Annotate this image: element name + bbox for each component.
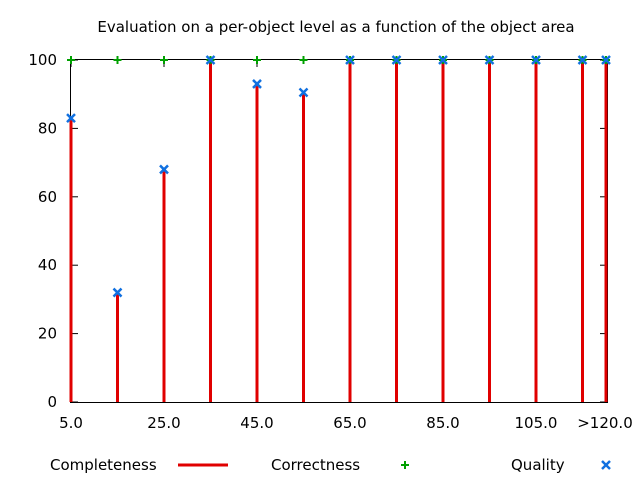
cross-stroke-b xyxy=(66,113,76,124)
cross-stroke-b xyxy=(345,55,355,65)
quality-point xyxy=(205,55,216,65)
cross-stroke-b xyxy=(159,164,169,175)
cross-stroke-b xyxy=(205,55,216,65)
quality-point xyxy=(252,79,262,89)
x-tick-label: >120.0 xyxy=(577,414,633,432)
quality-point xyxy=(577,55,588,65)
x-tick-label: 45.0 xyxy=(240,414,273,432)
legend-label-correctness: Correctness xyxy=(271,456,360,474)
legend: Completeness Correctness Quality xyxy=(50,456,611,474)
quality-point xyxy=(66,113,76,124)
x-tick-label: 65.0 xyxy=(333,414,366,432)
quality-point xyxy=(601,55,611,65)
quality-point xyxy=(531,55,541,65)
x-tick-label: 5.0 xyxy=(59,414,83,432)
quality-point xyxy=(159,164,169,175)
cross-stroke-b xyxy=(601,55,611,65)
legend-swatch-correctness xyxy=(401,461,409,469)
cross-stroke-b xyxy=(531,55,541,65)
cross-stroke-b xyxy=(577,55,588,65)
y-tick-label: 20 xyxy=(38,325,57,343)
chart-title: Evaluation on a per-object level as a fu… xyxy=(97,18,574,36)
y-tick-label: 0 xyxy=(47,393,57,411)
cross-stroke-b xyxy=(298,87,309,98)
plot-area-border xyxy=(70,59,608,403)
correctness-point xyxy=(299,56,308,64)
quality-point xyxy=(112,287,123,298)
cross-stroke-b xyxy=(438,55,448,65)
cross-stroke-b xyxy=(484,55,495,65)
legend-label-completeness: Completeness xyxy=(50,456,157,474)
cross-stroke-b xyxy=(252,79,262,89)
quality-point xyxy=(484,55,495,65)
cross-stroke-b xyxy=(601,460,611,470)
y-tick-label: 100 xyxy=(28,51,57,69)
correctness-point xyxy=(160,56,168,64)
cross-stroke-b xyxy=(112,287,123,298)
correctness-point xyxy=(253,56,261,64)
quality-point xyxy=(298,87,309,98)
legend-label-quality: Quality xyxy=(511,456,565,474)
quality-point xyxy=(438,55,448,65)
x-tick-label: 25.0 xyxy=(147,414,180,432)
x-tick-label: 105.0 xyxy=(515,414,558,432)
mark-layer xyxy=(66,55,611,402)
correctness-point xyxy=(113,56,122,64)
quality-point xyxy=(391,55,402,65)
x-tick-label: 85.0 xyxy=(426,414,459,432)
y-tick-label: 60 xyxy=(38,188,57,206)
legend-swatch-quality xyxy=(601,460,611,470)
quality-point xyxy=(345,55,355,65)
correctness-point xyxy=(67,56,75,64)
y-tick-label: 40 xyxy=(38,256,57,274)
axis-layer: 0 20 40 60 80 100 5.0 25.0 45.0 65.0 85.0 105.0 >120… xyxy=(28,51,632,432)
cross-stroke-b xyxy=(391,55,402,65)
y-tick-label: 80 xyxy=(38,119,57,137)
